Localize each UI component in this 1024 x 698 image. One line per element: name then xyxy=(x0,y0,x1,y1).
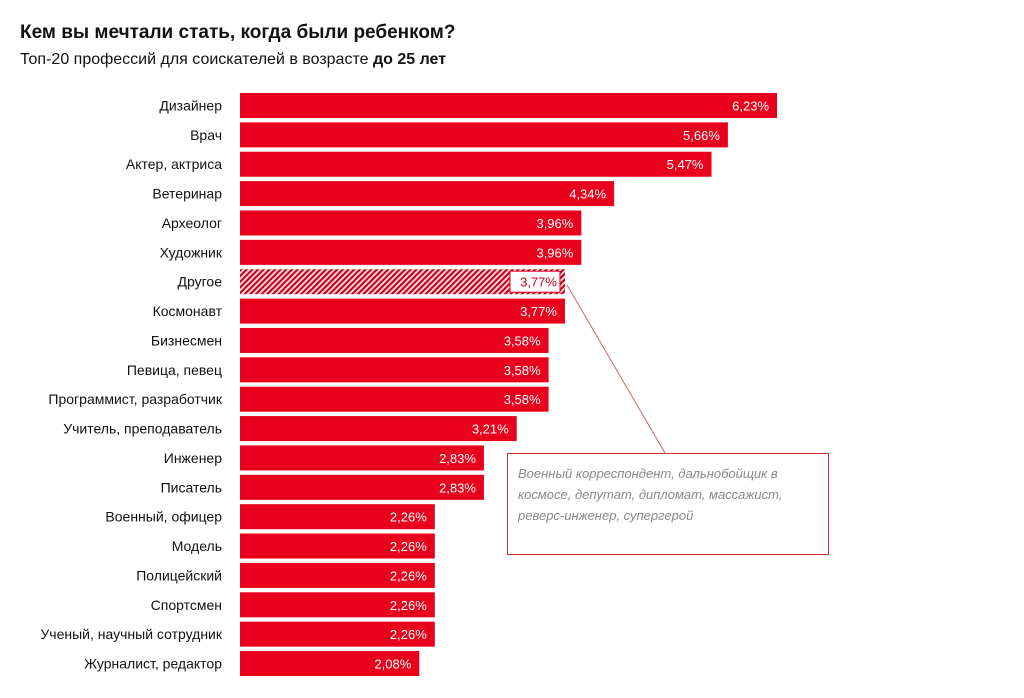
bar xyxy=(240,474,484,500)
bar xyxy=(240,298,565,324)
bar xyxy=(240,122,728,148)
chart-subtitle: Топ-20 профессий для соискателей в возра… xyxy=(20,51,447,68)
category-label: Журналист, редактор xyxy=(84,656,222,672)
category-label: Другое xyxy=(178,274,223,290)
category-label: Археолог xyxy=(162,215,222,231)
data-label: 3,58% xyxy=(504,392,541,407)
category-label: Военный, офицер xyxy=(105,509,222,525)
bar xyxy=(240,533,435,559)
bar xyxy=(240,621,435,647)
bar xyxy=(240,210,582,236)
data-label: 5,66% xyxy=(683,128,720,143)
category-label: Спортсмен xyxy=(151,597,222,613)
annotation-leader-line xyxy=(566,284,666,454)
data-label: 3,21% xyxy=(472,422,509,437)
category-label: Программист, разработчик xyxy=(48,391,222,407)
category-label: Ветеринар xyxy=(152,186,222,202)
data-label: 3,58% xyxy=(504,333,541,348)
bar xyxy=(240,592,435,618)
bar xyxy=(240,651,420,677)
chart-title: Кем вы мечтали стать, когда были ребенко… xyxy=(20,22,456,43)
annotation-box: Военный корреспондент, дальнобойщик в ко… xyxy=(507,453,829,555)
bar xyxy=(240,151,712,177)
category-label: Космонавт xyxy=(153,303,223,319)
data-label: 2,26% xyxy=(390,598,427,613)
bar xyxy=(240,357,549,383)
data-label: 2,26% xyxy=(390,627,427,642)
category-label: Полицейский xyxy=(136,567,222,583)
bar xyxy=(240,181,615,207)
data-label: 3,96% xyxy=(536,216,573,231)
category-label: Дизайнер xyxy=(159,98,222,114)
data-label: 3,77% xyxy=(520,304,557,319)
data-label: 2,26% xyxy=(390,539,427,554)
data-label: 3,77% xyxy=(520,275,557,290)
category-label: Учитель, преподаватель xyxy=(63,421,222,437)
category-label: Инженер xyxy=(164,450,222,466)
bar xyxy=(240,504,435,530)
data-label: 4,34% xyxy=(569,187,606,202)
bar xyxy=(240,416,517,442)
bar xyxy=(240,239,582,265)
category-label: Модель xyxy=(172,538,222,554)
category-label: Актер, актриса xyxy=(126,156,222,172)
category-label: Врач xyxy=(190,127,222,143)
data-label-box xyxy=(509,270,561,293)
category-label: Бизнесмен xyxy=(151,332,222,348)
data-label: 2,08% xyxy=(374,657,411,672)
category-label: Ученый, научный сотрудник xyxy=(40,626,222,642)
category-label: Писатель xyxy=(161,479,222,495)
bar xyxy=(240,93,778,118)
data-label: 3,96% xyxy=(536,245,573,260)
bar xyxy=(240,562,435,588)
category-label: Художник xyxy=(160,244,223,260)
data-label: 2,83% xyxy=(439,480,476,495)
bar xyxy=(240,327,549,353)
category-label: Певица, певец xyxy=(127,362,222,378)
data-label: 5,47% xyxy=(667,157,704,172)
data-label: 3,58% xyxy=(504,363,541,378)
data-label: 2,26% xyxy=(390,510,427,525)
data-label: 2,26% xyxy=(390,568,427,583)
bar xyxy=(240,386,549,412)
data-label: 2,83% xyxy=(439,451,476,466)
data-label: 6,23% xyxy=(732,99,769,114)
bar xyxy=(240,445,484,471)
